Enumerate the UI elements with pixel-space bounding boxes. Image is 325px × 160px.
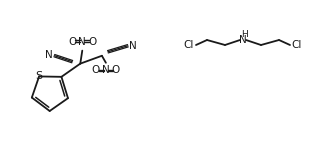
Text: O: O (88, 37, 97, 47)
Text: H: H (240, 29, 247, 39)
Text: S: S (35, 71, 43, 81)
Text: N: N (46, 50, 53, 60)
Text: Cl: Cl (184, 40, 194, 50)
Text: N: N (102, 65, 110, 75)
Text: O: O (68, 37, 76, 47)
Text: N: N (239, 35, 247, 45)
Text: O: O (112, 65, 120, 75)
Text: O: O (92, 65, 100, 75)
Text: Cl: Cl (292, 40, 302, 50)
Text: N: N (78, 37, 86, 47)
Text: N: N (129, 41, 137, 51)
